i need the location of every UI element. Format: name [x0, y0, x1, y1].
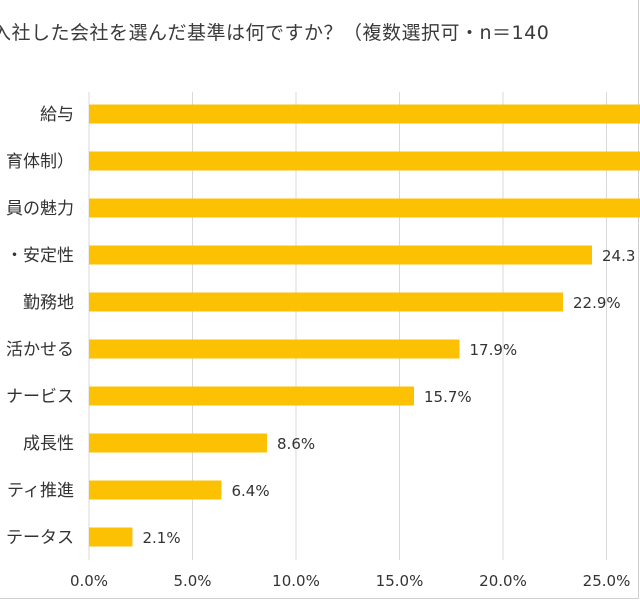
value-label: 15.7% [424, 388, 472, 406]
x-tick-label: 15.0% [376, 572, 424, 590]
value-label: 24.3 [602, 247, 635, 265]
bar [89, 198, 640, 218]
category-label: ナービス [6, 387, 74, 407]
bar [89, 480, 222, 500]
x-tick-label: 20.0% [479, 572, 527, 590]
bar [89, 339, 460, 359]
category-label: 活かせる [6, 340, 74, 360]
category-label: 員の魅力 [6, 199, 74, 219]
x-tick-label: 5.0% [173, 572, 211, 590]
category-label: ティ推進 [7, 481, 74, 501]
bar [89, 386, 414, 406]
bar [89, 104, 640, 124]
bar [89, 292, 564, 312]
x-tick-label: 0.0% [70, 572, 108, 590]
category-label: ・安定性 [6, 246, 74, 266]
value-label: 22.9% [573, 294, 621, 312]
value-label: 17.9% [470, 341, 518, 359]
category-label: テータス [6, 528, 74, 548]
x-tick-label: 25.0% [583, 572, 631, 590]
chart-title: 入社した会社を選んだ基準は何ですか？（複数選択可・n＝140 [0, 22, 550, 44]
bar [89, 151, 640, 171]
category-label: 勤務地 [23, 293, 74, 313]
bar [89, 527, 133, 547]
bar [89, 433, 268, 453]
value-label: 6.4% [231, 482, 269, 500]
x-tick-label: 10.0% [272, 572, 320, 590]
category-label: 育体制） [6, 152, 74, 172]
category-label: 給与 [40, 105, 74, 125]
value-label: 8.6% [277, 435, 315, 453]
bar [89, 245, 593, 265]
category-label: 成長性 [23, 434, 74, 454]
value-label: 2.1% [142, 529, 180, 547]
